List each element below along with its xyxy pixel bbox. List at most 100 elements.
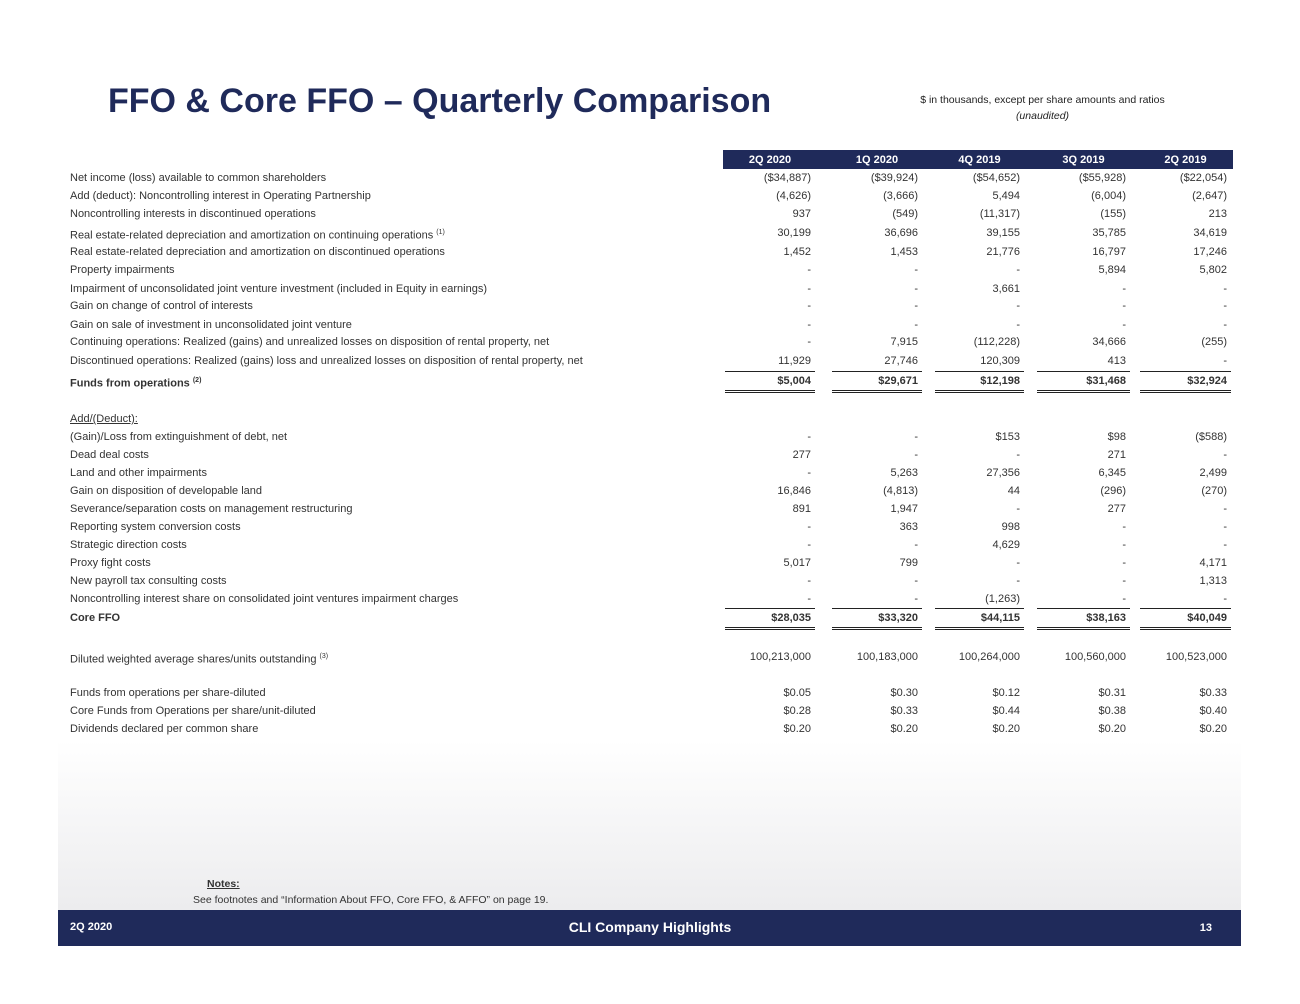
title: FFO & Core FFO – Quarterly Comparison (108, 82, 772, 120)
footer-left: 2Q 2020 (70, 921, 113, 933)
cell-value: ($22,054) (1179, 172, 1227, 184)
cell-value: - (807, 575, 811, 587)
cell-value: - (807, 283, 811, 295)
cell-value: - (1223, 449, 1227, 461)
cell-value: 5,894 (1098, 264, 1126, 276)
cell-value: (2,647) (1192, 190, 1227, 202)
row-label: Land and other impairments (70, 466, 207, 480)
cell-value: 413 (1107, 355, 1126, 367)
row-label-text: Core Funds from Operations per share/uni… (70, 705, 316, 717)
row-label: Dead deal costs (70, 448, 149, 462)
rule (1037, 608, 1130, 609)
cell-value: $12,198 (980, 375, 1020, 387)
rule (832, 608, 922, 609)
cell-value: - (1016, 319, 1020, 331)
notes-text: See footnotes and “Information About FFO… (193, 894, 549, 906)
rule (832, 371, 922, 372)
row-label-text: Real estate-related depreciation and amo… (70, 229, 434, 242)
row-label: Add/(Deduct): (70, 412, 138, 426)
footnote-ref: (2) (192, 377, 202, 384)
cell-value: ($39,924) (870, 172, 918, 184)
cell-value: $5,004 (777, 375, 811, 387)
row-label: Real estate-related depreciation and amo… (70, 245, 445, 259)
row-label: Strategic direction costs (70, 538, 187, 552)
cell-value: $0.20 (992, 723, 1020, 735)
cell-value: $32,924 (1187, 375, 1227, 387)
cell-value: (112,228) (973, 336, 1020, 348)
row-label: Noncontrolling interest share on consoli… (70, 592, 458, 606)
cell-value: 39,155 (986, 227, 1020, 239)
cell-value: - (1223, 283, 1227, 295)
row-label: Impairment of unconsolidated joint ventu… (70, 282, 487, 296)
cell-value: - (1223, 319, 1227, 331)
cell-value: - (807, 521, 811, 533)
cell-value: 16,846 (777, 485, 811, 497)
cell-value: 17,246 (1193, 246, 1227, 258)
row-label-text: Real estate-related depreciation and amo… (70, 246, 445, 258)
cell-value: - (1016, 264, 1020, 276)
cell-value: ($34,887) (763, 172, 811, 184)
cell-value: - (807, 593, 811, 605)
cell-value: $0.30 (890, 687, 918, 699)
cell-value: (4,813) (883, 485, 918, 497)
row-label-text: New payroll tax consulting costs (70, 575, 227, 587)
subnote: (unaudited) (1015, 110, 1070, 122)
cell-value: 100,523,000 (1165, 651, 1227, 663)
row-label-text: Funds from operations per share-diluted (70, 687, 266, 699)
column-header: 2Q 2020 (748, 154, 792, 166)
row-label-text: Dividends declared per common share (70, 723, 259, 735)
cell-value: (155) (1100, 208, 1126, 220)
rule (1140, 629, 1231, 630)
cell-value: 100,264,000 (958, 651, 1020, 663)
cell-value: (1,263) (985, 593, 1020, 605)
cell-value: 36,696 (884, 227, 918, 239)
column-header: 3Q 2019 (1062, 154, 1105, 166)
cell-value: 277 (1107, 503, 1126, 515)
cell-value: - (914, 431, 918, 443)
row-label: Core FFO (70, 611, 120, 625)
cell-value: $33,320 (878, 612, 918, 624)
cell-value: - (1122, 283, 1126, 295)
rule (935, 627, 1024, 628)
cell-value: $0.44 (992, 705, 1020, 717)
subtitle: $ in thousands, except per share amounts… (920, 94, 1165, 106)
row-label-text: Noncontrolling interest share on consoli… (70, 593, 459, 605)
column-header: 1Q 2020 (855, 154, 899, 166)
cell-value: $0.20 (783, 723, 811, 735)
row-label: Gain on change of control of interests (70, 299, 253, 313)
cell-value: 271 (1107, 449, 1126, 461)
row-label-text: Gain on change of control of interests (70, 300, 253, 312)
cell-value: 1,313 (1199, 575, 1227, 587)
row-label: Core Funds from Operations per share/uni… (70, 704, 316, 718)
cell-value: $44,115 (980, 612, 1020, 624)
cell-value: - (1016, 449, 1020, 461)
cell-value: - (1223, 300, 1227, 312)
cell-value: - (1223, 503, 1227, 515)
cell-value: $0.28 (783, 705, 811, 717)
rule (935, 608, 1024, 609)
rule (935, 629, 1024, 630)
cell-value: - (1122, 539, 1126, 551)
row-label-text: Proxy fight costs (70, 557, 151, 569)
cell-value: 21,776 (986, 246, 1020, 258)
row-label-text: Diluted weighted average shares/units ou… (70, 653, 317, 666)
cell-value: 3,661 (992, 283, 1020, 295)
cell-value: (549) (892, 208, 918, 220)
cell-value: 11,929 (778, 355, 811, 367)
rule (832, 390, 922, 391)
cell-value: 213 (1208, 208, 1227, 220)
cell-value: $0.05 (783, 687, 811, 699)
row-label: Continuing operations: Realized (gains) … (70, 335, 549, 349)
rule (1037, 627, 1130, 628)
cell-value: - (1122, 300, 1126, 312)
cell-value: $153 (995, 431, 1020, 443)
rule (725, 371, 815, 372)
cell-value: 5,263 (890, 467, 918, 479)
cell-value: (6,004) (1091, 190, 1126, 202)
cell-value: $98 (1107, 431, 1126, 443)
notes-heading: Notes: (207, 878, 240, 890)
rule (832, 627, 922, 628)
cell-value: (4,626) (776, 190, 811, 202)
cell-value: - (807, 467, 811, 479)
cell-value: (11,317) (979, 208, 1020, 220)
